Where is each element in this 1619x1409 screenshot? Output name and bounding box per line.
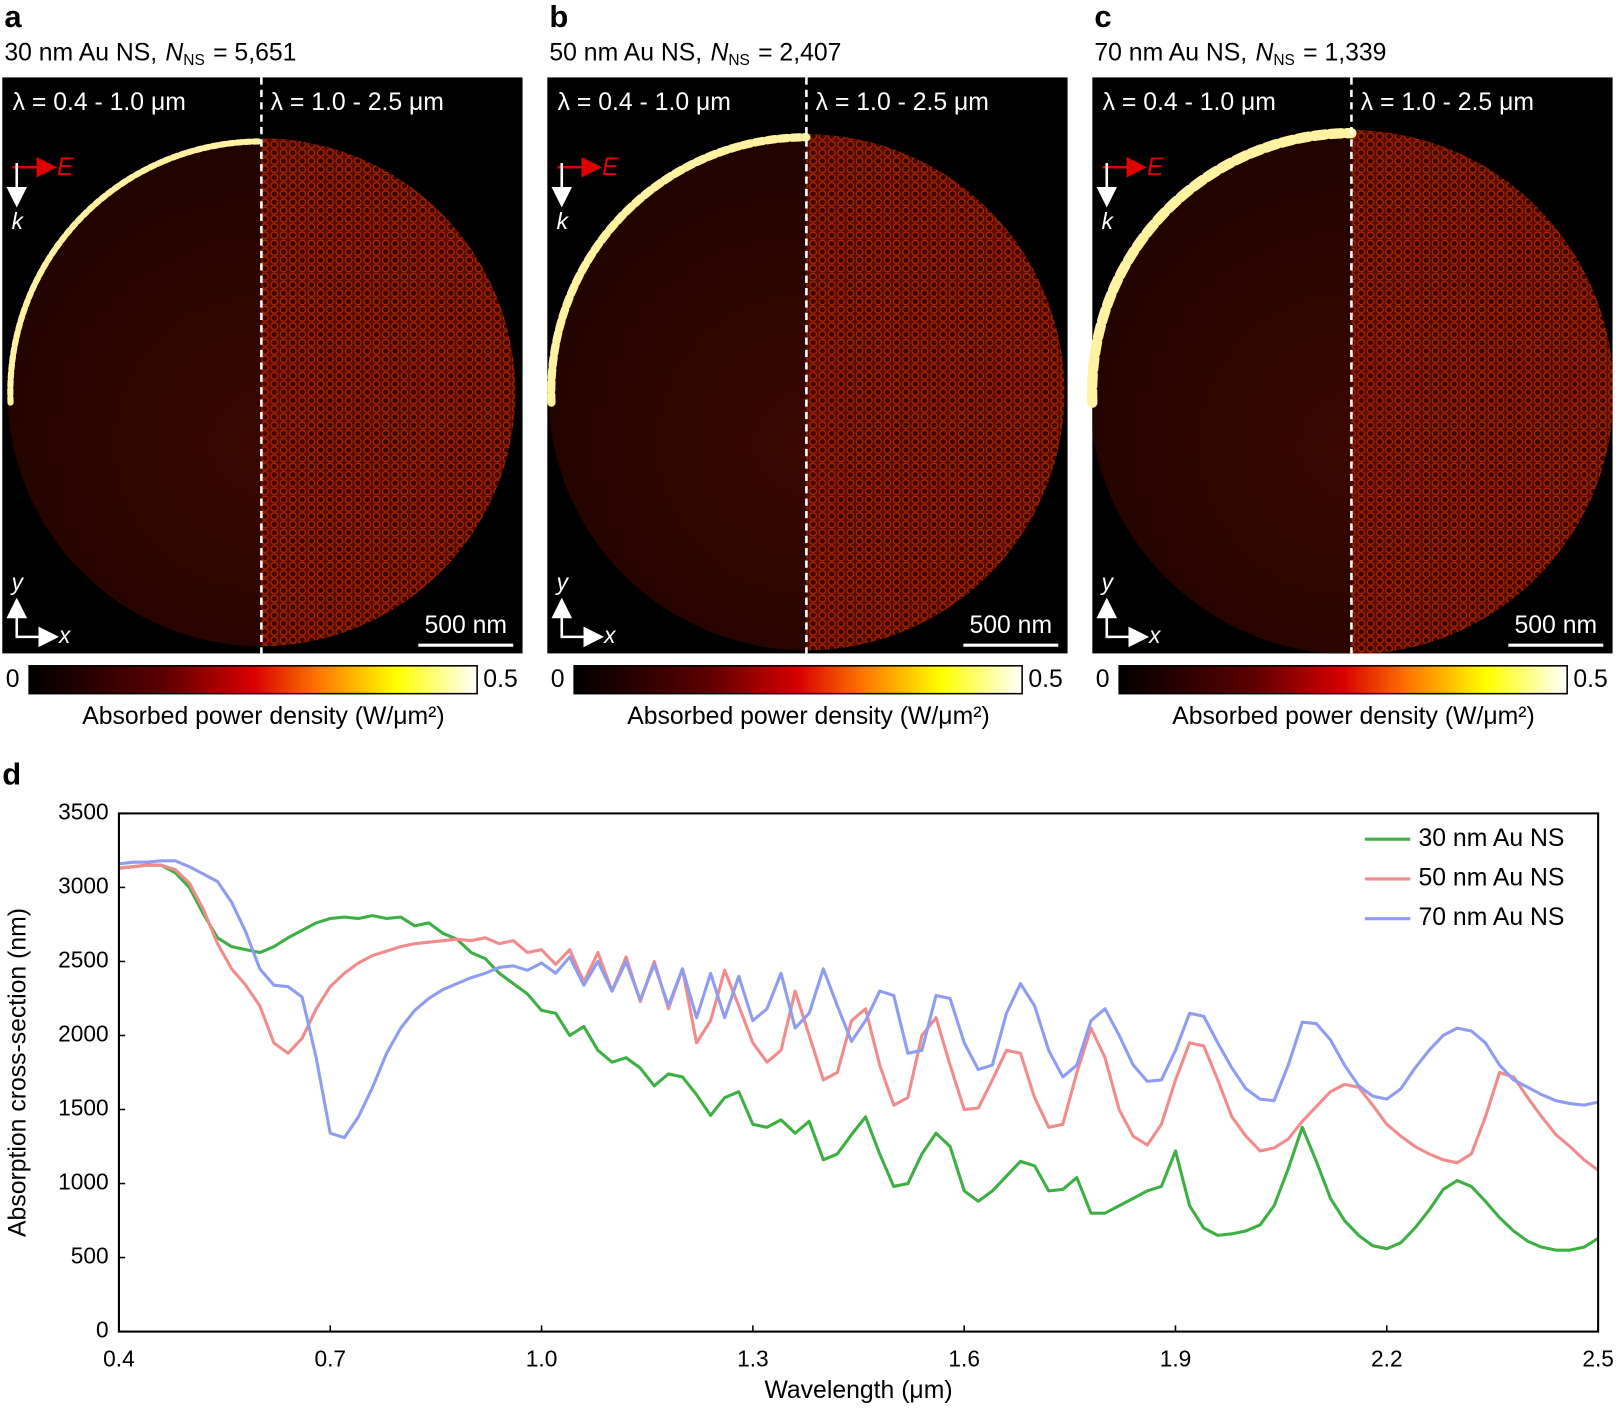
k-label: k	[1102, 208, 1115, 234]
panel-letter: c	[1094, 0, 1111, 34]
colorbar	[1118, 665, 1568, 695]
scale-bar-label: 500 nm	[969, 612, 1052, 639]
map-hotspot	[806, 134, 1065, 651]
y-tick-label: 500	[71, 1243, 109, 1269]
panel-letter: a	[4, 0, 22, 34]
x-tick-label: 0.4	[103, 1345, 135, 1371]
y-tick-label: 2000	[58, 1020, 108, 1046]
legend-label: 30 nm Au NS	[1419, 825, 1565, 852]
band-label: λ = 0.4 - 1.0 μm	[13, 89, 186, 116]
scale-bar-label: 500 nm	[424, 612, 507, 639]
map-rim	[7, 138, 265, 406]
e-label: E	[57, 154, 74, 181]
scale-bar-label: 500 nm	[1515, 612, 1598, 639]
x-tick-label: 1.9	[1160, 1345, 1192, 1371]
map-hotspot	[1351, 130, 1613, 654]
n-value: = 1,339	[1303, 39, 1386, 66]
colorbar-label: Absorbed power density (W/μm²)	[627, 703, 989, 730]
map-rim	[547, 133, 811, 407]
y-label: y	[10, 569, 25, 595]
x-tick-label: 1.0	[526, 1345, 558, 1371]
x-tick-label: 2.2	[1371, 1345, 1403, 1371]
panel-title: 70 nm Au NS, NNS = 1,339	[1094, 39, 1386, 69]
band-label: λ = 0.4 - 1.0 μm	[558, 89, 731, 116]
map-rim	[1086, 127, 1357, 408]
y-tick-label: 3000	[58, 872, 108, 898]
colorbar	[573, 665, 1023, 695]
map-left-half	[548, 134, 807, 651]
panel-title: 30 nm Au NS, NNS = 5,651	[4, 39, 296, 69]
band-label: λ = 1.0 - 2.5 μm	[816, 89, 989, 116]
n-subscript: NS	[183, 52, 204, 69]
panel-letter: b	[549, 0, 568, 34]
x-label: x	[58, 622, 72, 648]
colorbar-min: 0	[1096, 666, 1110, 693]
e-label: E	[1147, 154, 1164, 181]
y-tick-label: 3500	[58, 798, 108, 824]
x-label: x	[1148, 622, 1162, 648]
n-symbol: N	[165, 39, 183, 66]
x-label: x	[603, 622, 617, 648]
band-label: λ = 1.0 - 2.5 μm	[271, 89, 444, 116]
x-tick-label: 0.7	[314, 1345, 346, 1371]
colorbar-max: 0.5	[1573, 666, 1607, 693]
title-text: 50 nm Au NS,	[549, 39, 702, 66]
n-subscript: NS	[728, 52, 750, 69]
colorbar-max: 0.5	[1028, 666, 1062, 693]
n-subscript: NS	[1273, 52, 1295, 69]
y-axis-title: Absorption cross-section (nm)	[4, 908, 31, 1237]
colorbar	[28, 665, 478, 695]
y-tick-label: 0	[96, 1317, 109, 1343]
n-value: = 2,407	[758, 39, 841, 66]
n-symbol: N	[710, 39, 728, 66]
colorbar-label: Absorbed power density (W/μm²)	[82, 703, 444, 730]
y-label: y	[1100, 569, 1115, 595]
map-left-half	[7, 138, 262, 647]
e-label: E	[602, 154, 619, 181]
band-label: λ = 0.4 - 1.0 μm	[1103, 89, 1276, 116]
colorbar-label: Absorbed power density (W/μm²)	[1172, 703, 1534, 730]
legend-label: 70 nm Au NS	[1419, 904, 1565, 931]
colorbar-min: 0	[6, 666, 20, 693]
band-label: λ = 1.0 - 2.5 μm	[1361, 89, 1534, 116]
title-text: 30 nm Au NS,	[4, 39, 157, 66]
data-line	[118, 863, 1599, 1252]
k-label: k	[557, 208, 570, 234]
y-label: y	[555, 569, 570, 595]
colorbar-min: 0	[551, 666, 565, 693]
title-text: 70 nm Au NS,	[1094, 39, 1247, 66]
x-tick-label: 1.6	[948, 1345, 980, 1371]
map-hotspot	[261, 138, 516, 647]
legend-label: 50 nm Au NS	[1419, 864, 1565, 891]
colorbar-max: 0.5	[483, 666, 517, 693]
x-axis-title: Wavelength (μm)	[764, 1377, 952, 1404]
y-tick-label: 1500	[58, 1095, 108, 1121]
data-line	[118, 859, 1599, 1140]
plot-frame	[117, 812, 1600, 1333]
n-value: = 5,651	[213, 39, 296, 66]
y-tick-label: 2500	[58, 946, 108, 972]
y-tick-label: 1000	[58, 1169, 108, 1195]
x-tick-label: 2.5	[1582, 1345, 1614, 1371]
n-symbol: N	[1255, 39, 1273, 66]
map-left-half	[1092, 130, 1352, 654]
panel-letter: d	[2, 756, 21, 791]
k-label: k	[12, 208, 25, 234]
data-line	[118, 863, 1599, 1172]
x-tick-label: 1.3	[737, 1345, 769, 1371]
panel-title: 50 nm Au NS, NNS = 2,407	[549, 39, 841, 69]
